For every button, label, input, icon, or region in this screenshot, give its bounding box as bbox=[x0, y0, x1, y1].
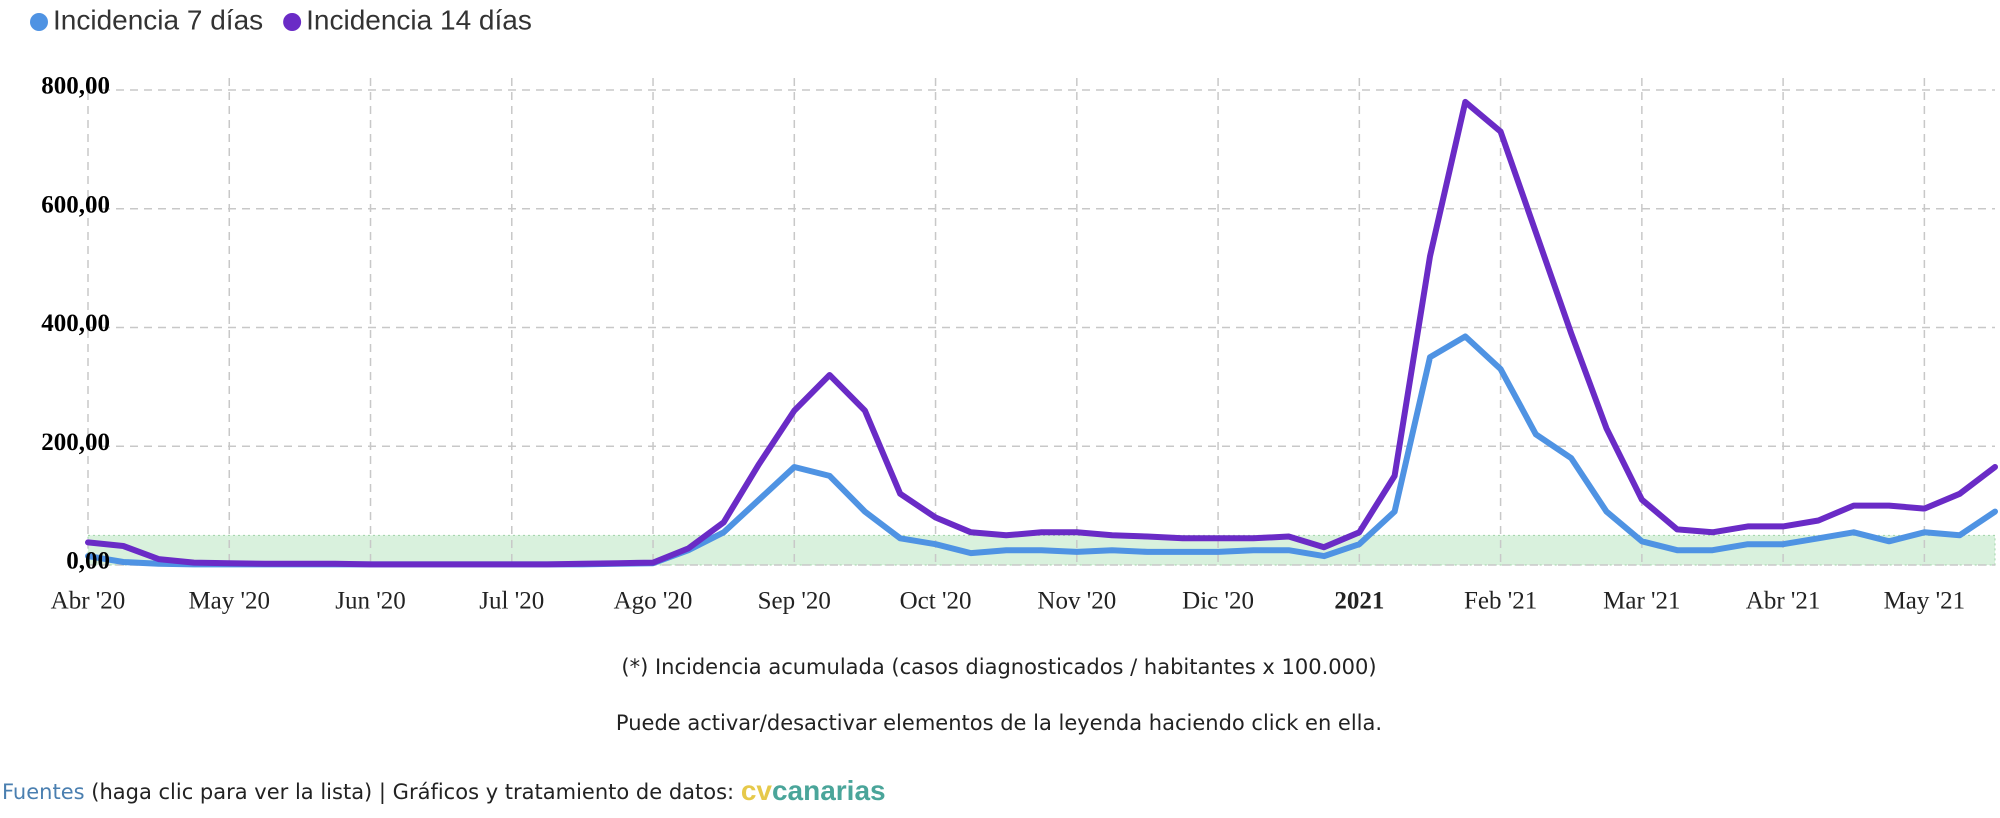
x-tick-label: Feb '21 bbox=[1464, 588, 1537, 615]
x-tick-label: Oct '20 bbox=[900, 588, 972, 615]
logo-canarias: canarias bbox=[772, 775, 886, 806]
x-tick-label: Sep '20 bbox=[758, 588, 831, 615]
y-tick-label: 800,00 bbox=[41, 73, 110, 100]
note: (*) Incidencia acumulada (casos diagnost… bbox=[621, 655, 1376, 679]
x-tick-label: Nov '20 bbox=[1037, 588, 1116, 615]
x-tick-label: Jul '20 bbox=[479, 588, 544, 615]
x-tick-label: Dic '20 bbox=[1182, 588, 1254, 615]
sources-link[interactable]: Fuentes bbox=[2, 780, 85, 804]
legend-label: Incidencia 14 días bbox=[306, 4, 532, 35]
x-tick-label: May '20 bbox=[188, 588, 270, 615]
x-tick-label: Abr '21 bbox=[1746, 588, 1821, 615]
x-tick-label: Mar '21 bbox=[1603, 588, 1680, 615]
footer: Fuentes (haga clic para ver la lista) | … bbox=[2, 775, 886, 806]
legend-marker bbox=[283, 13, 302, 31]
series-line bbox=[85, 98, 1998, 568]
y-tick-label: 0,00 bbox=[66, 548, 110, 575]
y-tick-label: 200,00 bbox=[41, 429, 110, 456]
legend-item[interactable]: Incidencia 7 días bbox=[30, 4, 263, 35]
legend-marker bbox=[30, 13, 48, 31]
legend-label: Incidencia 7 días bbox=[53, 4, 263, 35]
x-tick-label: Abr '20 bbox=[51, 588, 126, 615]
x-tick-label: May '21 bbox=[1884, 588, 1966, 615]
x-tick-label: Ago '20 bbox=[614, 588, 693, 615]
y-tick-label: 600,00 bbox=[41, 191, 110, 218]
hint: Puede activar/desactivar elementos de la… bbox=[616, 711, 1382, 735]
legend-item[interactable]: Incidencia 14 días bbox=[283, 4, 532, 35]
footer-text: (haga clic para ver la lista) | Gráficos… bbox=[85, 780, 741, 805]
logo-cv: cv bbox=[741, 775, 773, 806]
x-tick-label: 2021 bbox=[1334, 588, 1384, 615]
y-tick-label: 400,00 bbox=[41, 310, 110, 337]
x-tick-label: Jun '20 bbox=[335, 588, 405, 615]
